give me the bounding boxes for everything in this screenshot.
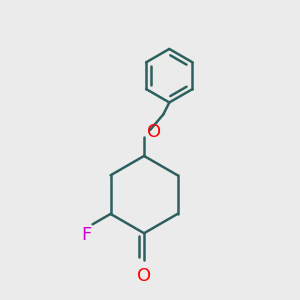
Text: O: O (137, 267, 151, 285)
Text: O: O (147, 123, 161, 141)
Text: F: F (81, 226, 91, 244)
